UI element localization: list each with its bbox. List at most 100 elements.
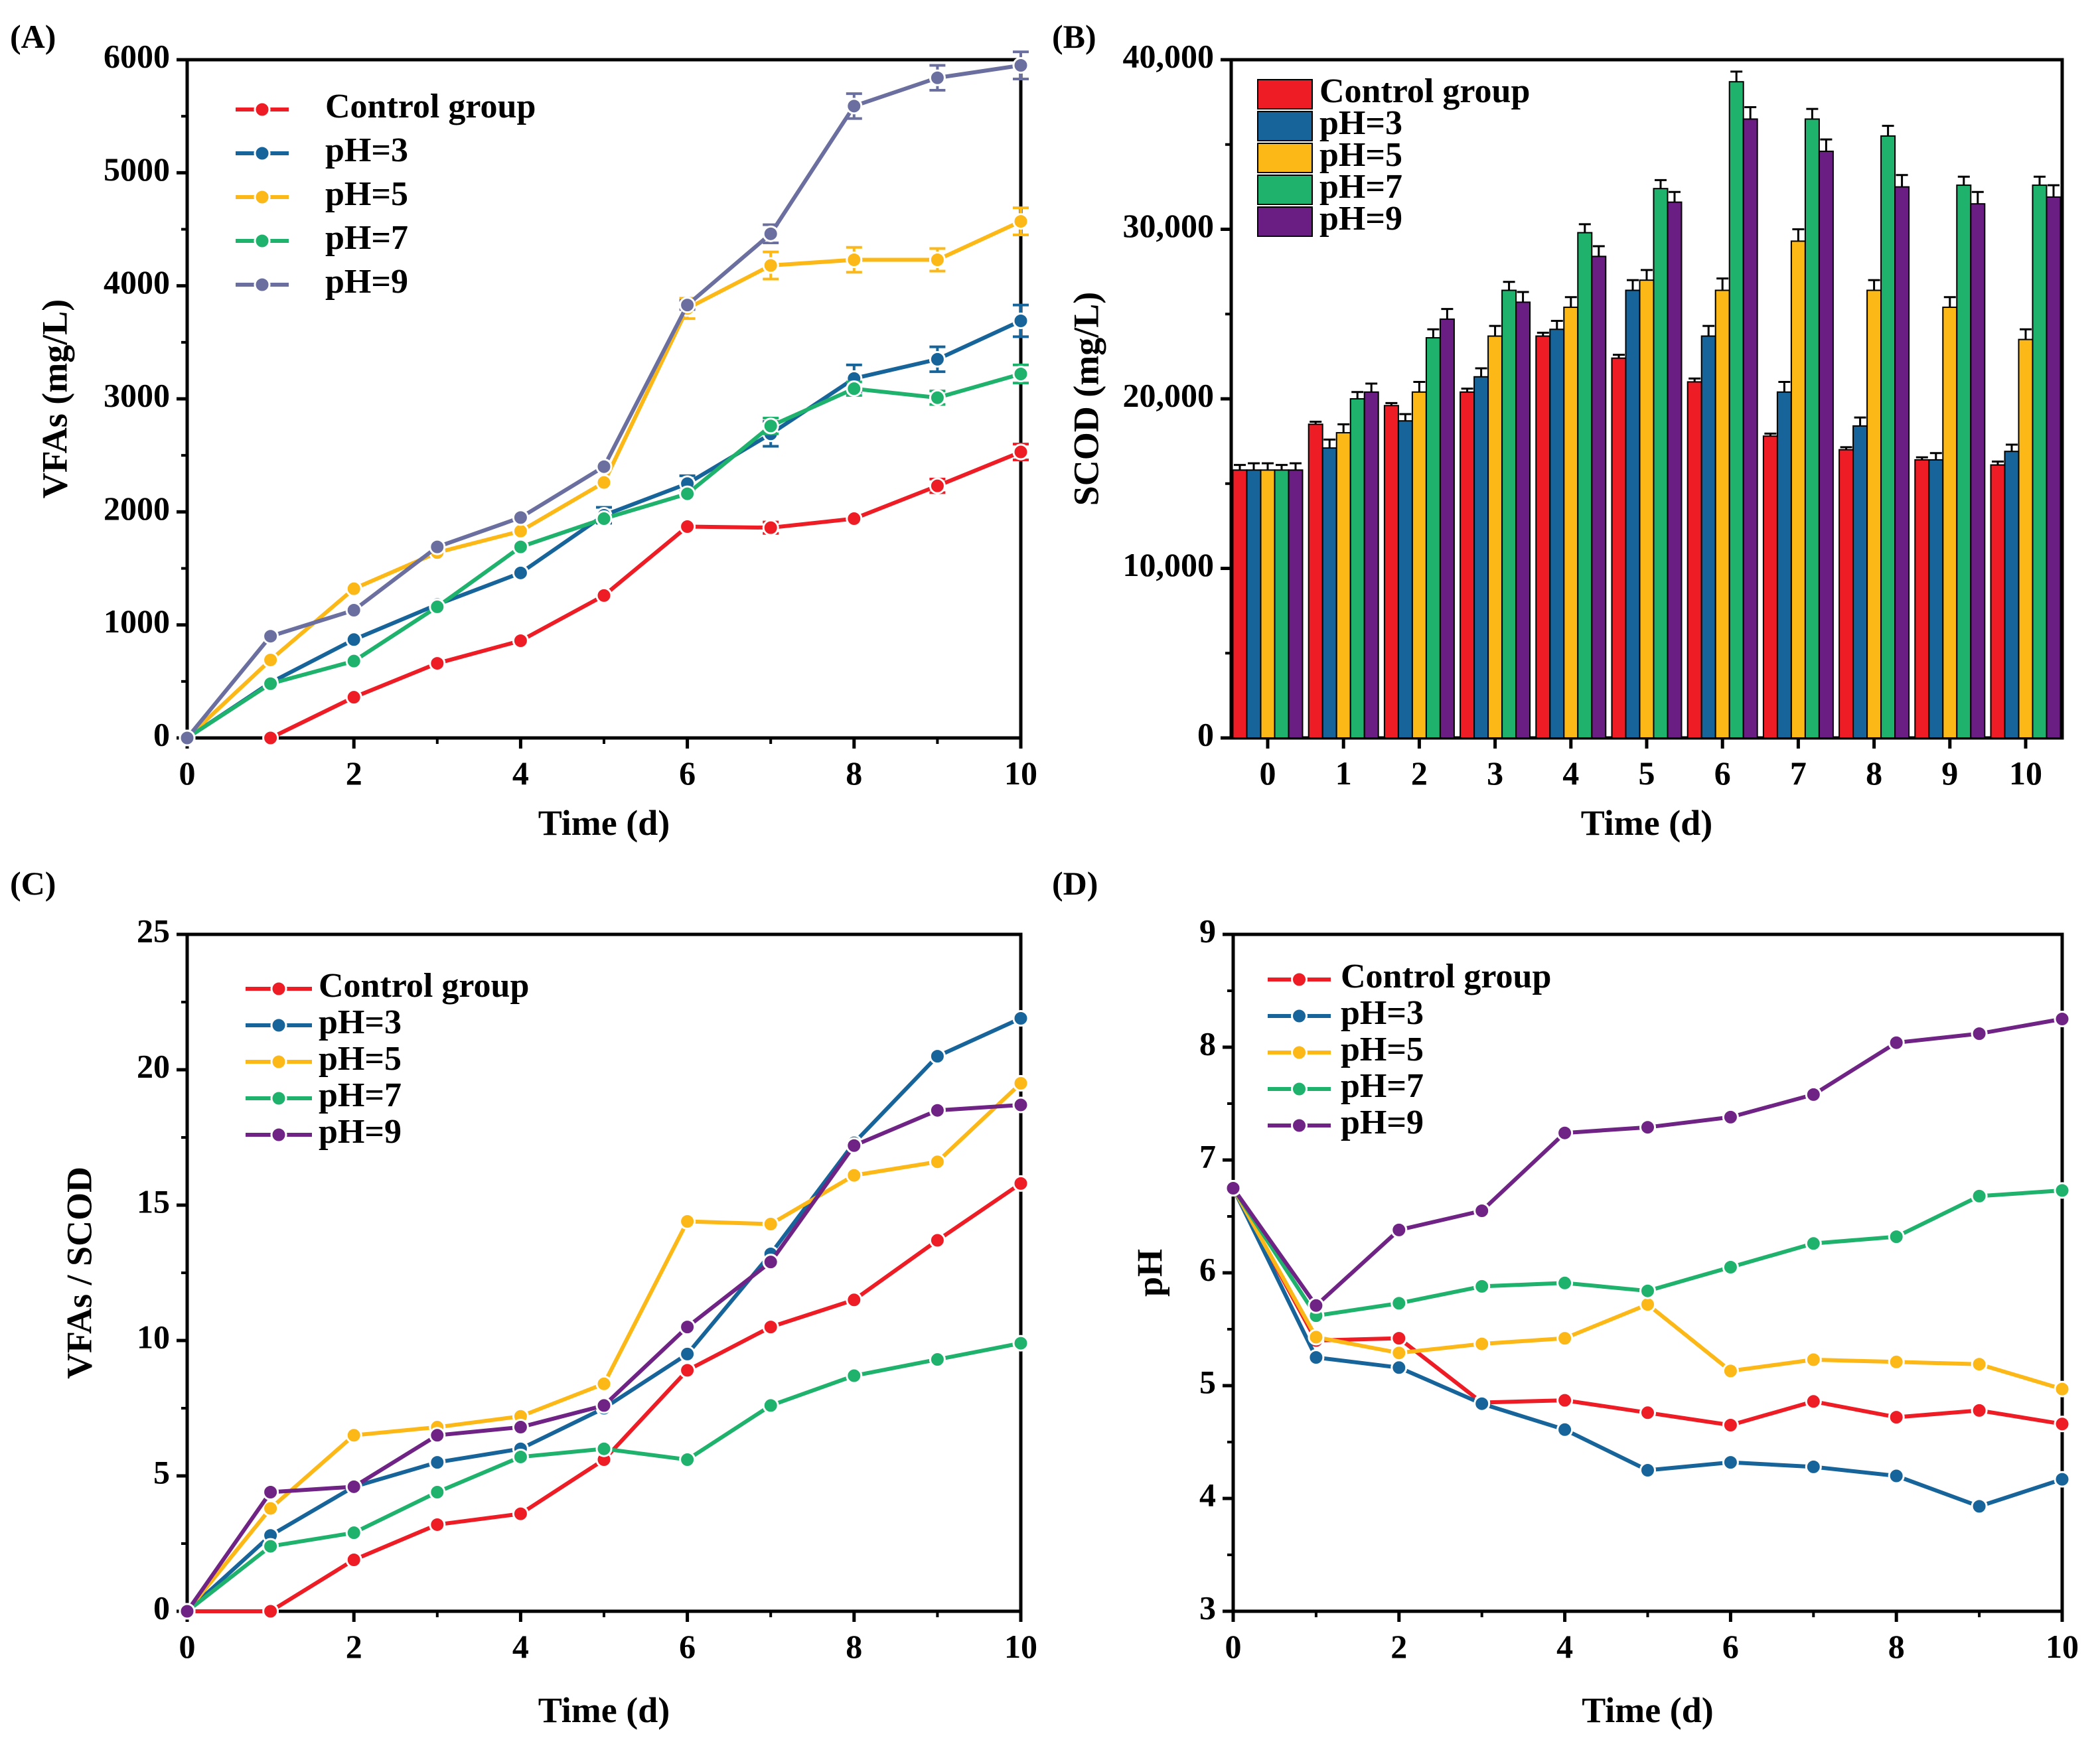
panel-c-data-point-ph-7: [345, 1524, 362, 1542]
panel-d-y-axis-title: pH: [1130, 1249, 1169, 1297]
panel-b-x-tick-label: 0: [1260, 755, 1276, 792]
panel-a-legend-marker-ph-9: [254, 276, 271, 293]
panel-a-plot-frame: [185, 58, 1023, 740]
panel-d-data-point-ph-5: [1971, 1356, 1988, 1373]
panel-d-data-point-control-group: [1722, 1417, 1739, 1433]
panel-b-bar-ph-9: [1970, 203, 1986, 739]
panel-d-data-point-ph-3: [1639, 1462, 1656, 1479]
panel-c-data-point-ph-9: [595, 1397, 613, 1414]
panel-b-bar-ph-3: [1852, 425, 1868, 739]
panel-a-x-axis-title: Time (d): [538, 803, 670, 843]
panel-d-series-line-ph-3: [1231, 1187, 2063, 1508]
panel-a-data-point-ph-9: [179, 729, 196, 747]
panel-b-bar-ph-7: [1880, 135, 1896, 739]
panel-c-data-point-ph-5: [262, 1500, 279, 1517]
panel-a-y-tick-label: 0: [153, 715, 170, 753]
panel-b-bar-ph-9: [1363, 391, 1379, 739]
panel-a-data-point-ph-7: [679, 485, 696, 502]
panel-b-bar-ph-5: [1487, 335, 1503, 739]
panel-a-data-point-ph-9: [762, 225, 779, 242]
panel-c-data-point-ph-9: [345, 1478, 362, 1495]
panel-d-data-point-ph-7: [1722, 1259, 1739, 1275]
panel-a-y-tick-label: 2000: [104, 490, 170, 527]
panel-d-data-point-ph-7: [1805, 1235, 1822, 1252]
panel-a-y-tick-label: 5000: [104, 151, 170, 188]
panel-a-data-point-ph-5: [345, 580, 362, 597]
panel-d-x-tick-label: 10: [2046, 1628, 2079, 1665]
panel-b-legend-label: Control group: [1319, 72, 1530, 110]
panel-a-data-point-ph-5: [595, 474, 613, 491]
panel-d-data-point-ph-9: [1473, 1202, 1491, 1219]
panel-d-data-point-ph-7: [1971, 1187, 1988, 1204]
panel-c-data-point-ph-9: [762, 1254, 779, 1271]
panel-a-legend-label: Control group: [325, 88, 536, 125]
panel-d-data-point-control-group: [1888, 1409, 1905, 1426]
panel-b-bar-ph-5: [1260, 469, 1276, 739]
panel-c-data-point-control-group: [929, 1232, 946, 1249]
panel-b-bar-control-group: [1687, 381, 1702, 739]
panel-a-data-point-ph-9: [595, 458, 613, 475]
panel-b-bar-ph-7: [1349, 398, 1365, 739]
panel-b-y-tick-label: 10,000: [1123, 546, 1215, 583]
panel-a-data-point-ph-7: [345, 652, 362, 670]
panel-a-legend-marker-ph-3: [254, 145, 271, 162]
panel-d-data-point-ph-7: [1639, 1282, 1656, 1299]
panel-a-data-point-ph-3: [929, 350, 946, 368]
panel-b-bar-ph-7: [1501, 289, 1517, 739]
panel-c-x-tick-label: 2: [346, 1628, 362, 1665]
panel-a-data-point-control-group: [595, 587, 613, 604]
panel-c-data-point-control-group: [429, 1516, 446, 1533]
panel-d-data-point-ph-9: [1308, 1297, 1325, 1314]
panel-c-legend-label: pH=9: [319, 1113, 402, 1151]
panel-d-y-tick-label: 7: [1199, 1137, 1216, 1175]
panel-c-x-tick-label: 0: [179, 1628, 196, 1665]
panel-d-y-tick-label: 9: [1199, 912, 1216, 949]
panel-d-y-tick-label: 6: [1199, 1250, 1216, 1287]
panel-c-data-point-ph-9: [512, 1419, 529, 1436]
panel-a-data-point-control-group: [762, 519, 779, 536]
panel-d-data-point-ph-5: [1390, 1344, 1408, 1362]
panel-a-data-point-ph-5: [512, 522, 529, 540]
panel-b-legend-swatch-ph-7: [1257, 175, 1313, 205]
panel-d-data-point-control-group: [1390, 1330, 1408, 1347]
panel-c-data-point-ph-9: [846, 1137, 863, 1154]
panel-a-data-point-control-group: [345, 689, 362, 706]
panel-c-y-tick-label: 25: [137, 912, 170, 949]
panel-a-data-point-ph-7: [429, 598, 446, 615]
panel-a-legend-marker-ph-5: [254, 188, 271, 206]
panel-d-data-point-ph-7: [2054, 1182, 2071, 1199]
panel-a-plot: Time (d) VFAs (mg/L) 0 1000 2000 3000 4000 5000…: [35, 37, 1037, 843]
panel-d-data-point-ph-3: [1805, 1458, 1822, 1475]
panel-c-x-tick-label: 10: [1004, 1628, 1037, 1665]
panel-b-bar-ph-5: [1866, 289, 1882, 739]
panel-a-data-point-control-group: [429, 655, 446, 672]
panel-d-data-point-ph-3: [1888, 1467, 1905, 1485]
panel-c-data-point-ph-7: [262, 1538, 279, 1555]
panel-b-x-tick-label: 4: [1562, 755, 1579, 792]
panel-d-data-point-ph-5: [1308, 1329, 1325, 1346]
panel-c-data-point-control-group: [512, 1505, 529, 1522]
panel-d-data-point-ph-9: [1225, 1180, 1242, 1197]
panel-d-legend-label: pH=7: [1341, 1067, 1424, 1105]
panel-c-data-point-ph-5: [929, 1153, 946, 1171]
panel-b-bar-ph-7: [1956, 184, 1972, 739]
panel-b-bar-ph-3: [1321, 447, 1337, 739]
panel-c-data-point-ph-7: [762, 1397, 779, 1414]
panel-b-legend-swatch-ph-3: [1257, 111, 1313, 141]
panel-b-bar-ph-9: [1818, 150, 1834, 739]
panel-b-bar-ph-3: [1473, 376, 1489, 739]
panel-a-data-point-ph-5: [929, 251, 946, 268]
panel-a-data-point-ph-7: [762, 417, 779, 435]
panel-c-data-point-ph-7: [1012, 1335, 1029, 1352]
panel-a-data-point-ph-7: [929, 389, 946, 406]
panel-c-data-point-ph-5: [1012, 1074, 1029, 1092]
panel-c-y-tick-label: 15: [137, 1183, 170, 1220]
panel-b-legend-label: pH=5: [1319, 136, 1402, 174]
panel-c-legend-label: Control group: [319, 967, 529, 1005]
panel-a-data-point-ph-5: [762, 257, 779, 274]
panel-b-y-tick-label: 40,000: [1123, 37, 1215, 74]
panel-c-y-axis-title: VFAs / SCOD: [59, 1167, 99, 1379]
panel-b-bar-control-group: [1535, 335, 1551, 739]
panel-d: (D) Time (d) pH 3 4 5 6 7 8 9 0 2 4 6 8 10 Control grou…: [1052, 865, 2079, 1730]
panel-d-x-tick-label: 0: [1225, 1628, 1242, 1665]
